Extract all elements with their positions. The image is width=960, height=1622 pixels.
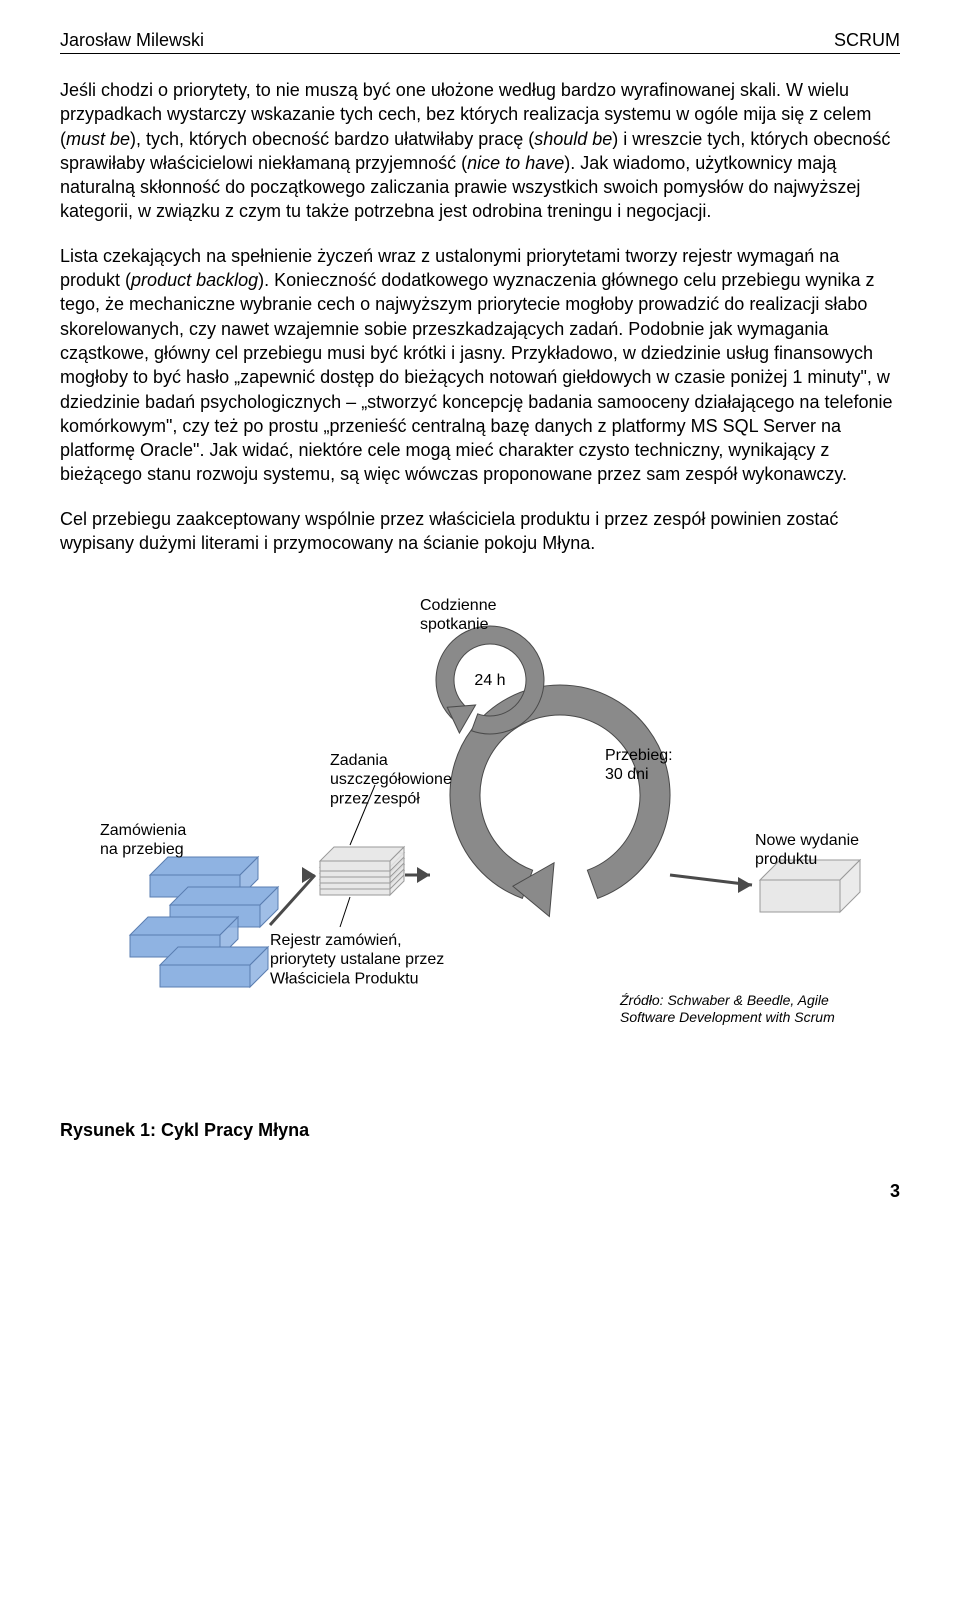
scrum-cycle-diagram: Codzienne spotkanie 24 h Zadania uszczegółow… (60, 585, 900, 1070)
p2-italic-1: product backlog (131, 270, 258, 290)
p3-text: Cel przebiegu zaakceptowany wspólnie prz… (60, 509, 838, 553)
svg-text:przez zespół: przez zespół (330, 791, 420, 808)
svg-text:produktu: produktu (755, 852, 817, 869)
svg-text:Przebieg:: Przebieg: (605, 747, 673, 764)
diagram-svg: Codzienne spotkanie 24 h Zadania uszczegółow… (60, 585, 900, 1065)
p1-italic-3: nice to have (467, 153, 564, 173)
paragraph-3: Cel przebiegu zaakceptowany wspólnie prz… (60, 507, 900, 556)
header-author: Jarosław Milewski (60, 30, 204, 51)
svg-text:Zadania: Zadania (330, 752, 388, 769)
p2-text-b: ). Konieczność dodatkowego wyznaczenia g… (60, 270, 893, 484)
p1-italic-1: must be (66, 129, 130, 149)
header-title: SCRUM (834, 30, 900, 51)
page-header: Jarosław Milewski SCRUM (60, 30, 900, 54)
paragraph-2: Lista czekających na spełnienie życzeń w… (60, 244, 900, 487)
svg-text:spotkanie: spotkanie (420, 617, 489, 634)
svg-text:Software Development with Scru: Software Development with Scrum (620, 1009, 835, 1025)
p1-italic-2: should be (534, 129, 612, 149)
svg-text:Codzienne: Codzienne (420, 597, 497, 614)
svg-text:uszczegółowione: uszczegółowione (330, 772, 452, 789)
svg-text:Rejestr zamówień,: Rejestr zamówień, (270, 932, 402, 949)
svg-text:Właściciela Produktu: Właściciela Produktu (270, 971, 419, 988)
svg-text:Nowe wydanie: Nowe wydanie (755, 832, 859, 849)
svg-text:30 dni: 30 dni (605, 767, 649, 784)
svg-text:na przebieg: na przebieg (100, 842, 184, 859)
svg-text:Źródło: Schwaber & Beedle, Agi: Źródło: Schwaber & Beedle, Agile (619, 992, 829, 1008)
svg-text:24 h: 24 h (474, 672, 505, 689)
paragraph-1: Jeśli chodzi o priorytety, to nie muszą … (60, 78, 900, 224)
p1-text-b: ), tych, których obecność bardzo ułatwił… (130, 129, 534, 149)
svg-text:Zamówienia: Zamówienia (100, 822, 186, 839)
page-number: 3 (60, 1181, 900, 1202)
svg-text:priorytety ustalane przez: priorytety ustalane przez (270, 952, 444, 969)
figure-caption: Rysunek 1: Cykl Pracy Młyna (60, 1120, 900, 1141)
